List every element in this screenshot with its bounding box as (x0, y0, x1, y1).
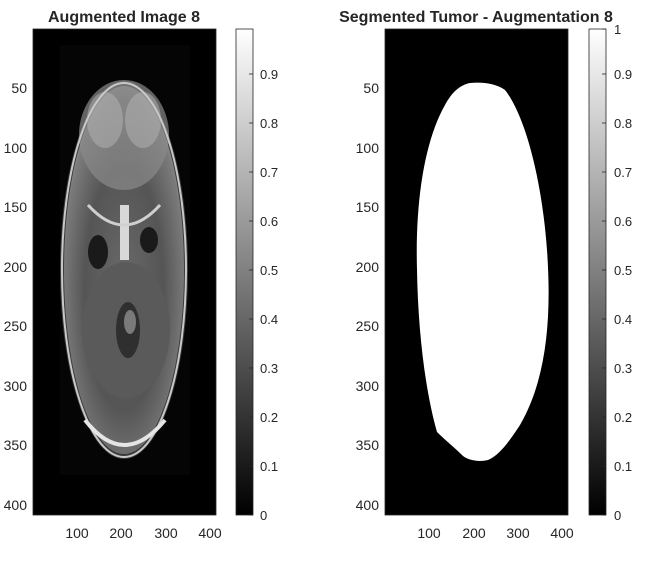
segmented-panel: Segmented Tumor - Augmentation 8 50 100 … (339, 9, 632, 541)
augmented-colorbar: 0 0.1 0.2 0.3 0.4 0.5 0.6 0.7 0.8 0.9 (235, 28, 278, 523)
augmented-cbtick-0: 0 (260, 508, 267, 523)
augmented-cbtick-0.3: 0.3 (260, 361, 278, 376)
segmented-cbtick-0.6: 0.6 (614, 214, 632, 229)
segmented-cbtick-0.5: 0.5 (614, 263, 632, 278)
tumor-mask (416, 82, 549, 461)
augmented-panel: Augmented Image 8 (4, 9, 278, 541)
augmented-ytick-300: 300 (4, 378, 28, 394)
segmented-cbtick-0.9: 0.9 (614, 67, 632, 82)
augmented-ytick-250: 250 (4, 318, 28, 334)
segmented-ytick-350: 350 (356, 437, 380, 453)
augmented-x-axis: 100 200 300 400 (65, 525, 222, 541)
augmented-ytick-100: 100 (4, 140, 28, 156)
segmented-xtick-400: 400 (550, 525, 574, 541)
augmented-ytick-50: 50 (11, 80, 27, 96)
segmented-cbtick-0.2: 0.2 (614, 410, 632, 425)
segmented-cbtick-0.3: 0.3 (614, 361, 632, 376)
augmented-cbtick-0.2: 0.2 (260, 410, 278, 425)
segmented-ytick-100: 100 (356, 140, 380, 156)
augmented-xtick-100: 100 (65, 525, 89, 541)
segmented-x-axis: 100 200 300 400 (417, 525, 574, 541)
segmented-cbtick-0: 0 (614, 508, 621, 523)
augmented-cbtick-0.6: 0.6 (260, 214, 278, 229)
augmented-ytick-350: 350 (4, 437, 28, 453)
segmented-y-axis: 50 100 150 200 250 300 350 400 (356, 80, 380, 513)
segmented-cbtick-1: 1 (614, 22, 621, 37)
segmented-ytick-250: 250 (356, 318, 380, 334)
augmented-xtick-400: 400 (198, 525, 222, 541)
augmented-ytick-200: 200 (4, 259, 28, 275)
segmented-mask-image (385, 29, 568, 515)
segmented-xtick-300: 300 (506, 525, 530, 541)
segmented-cbtick-0.4: 0.4 (614, 312, 632, 327)
segmented-ytick-300: 300 (356, 378, 380, 394)
segmented-ytick-200: 200 (356, 259, 380, 275)
segmented-xtick-200: 200 (462, 525, 486, 541)
augmented-cbtick-0.1: 0.1 (260, 459, 278, 474)
augmented-y-axis: 50 100 150 200 250 300 350 400 (4, 80, 28, 513)
segmented-ytick-150: 150 (356, 199, 380, 215)
augmented-title: Augmented Image 8 (48, 9, 200, 26)
augmented-cbtick-0.9: 0.9 (260, 67, 278, 82)
segmented-cbtick-0.8: 0.8 (614, 116, 632, 131)
segmented-cbtick-0.7: 0.7 (614, 165, 632, 180)
augmented-cbtick-0.7: 0.7 (260, 165, 278, 180)
segmented-title: Segmented Tumor - Augmentation 8 (339, 9, 613, 26)
augmented-cbtick-0.8: 0.8 (260, 116, 278, 131)
segmented-colorbar: 0 0.1 0.2 0.3 0.4 0.5 0.6 0.7 0.8 0.9 1 (588, 22, 632, 523)
augmented-cbtick-0.5: 0.5 (260, 263, 278, 278)
segmented-cbtick-0.1: 0.1 (614, 459, 632, 474)
segmented-ytick-400: 400 (356, 497, 380, 513)
segmented-ytick-50: 50 (363, 80, 379, 96)
augmented-ytick-400: 400 (4, 497, 28, 513)
segmented-xtick-100: 100 (417, 525, 441, 541)
augmented-cbtick-0.4: 0.4 (260, 312, 278, 327)
augmented-xtick-300: 300 (154, 525, 178, 541)
augmented-xtick-200: 200 (109, 525, 133, 541)
augmented-image (33, 29, 216, 515)
augmented-ytick-150: 150 (4, 199, 28, 215)
